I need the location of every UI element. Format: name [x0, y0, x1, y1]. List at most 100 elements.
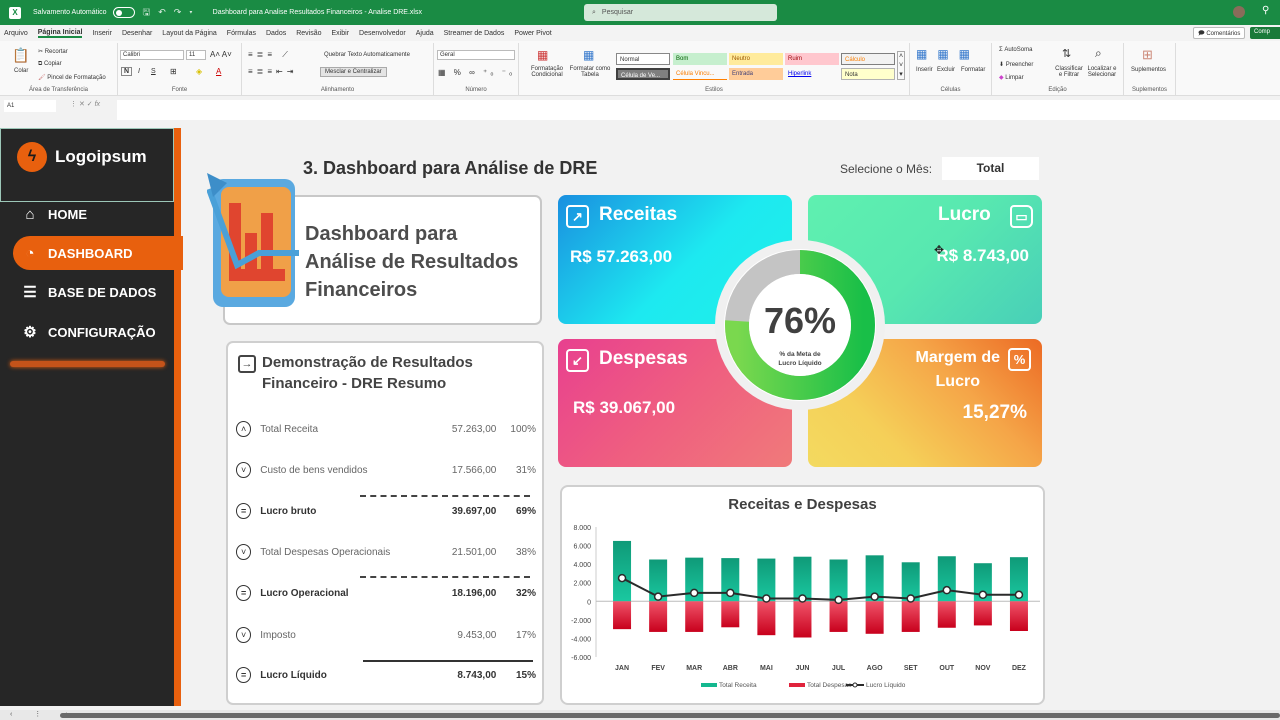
dre-row-value: 57.263,00 — [451, 423, 497, 435]
underline-button[interactable]: S — [151, 68, 156, 75]
wrap-text-button[interactable]: Quebrar Texto Automaticamente — [324, 52, 410, 58]
equals-circle-icon: = — [236, 503, 252, 519]
comments-button[interactable]: 🗩 Comentários — [1193, 27, 1246, 39]
ribbon: 📋 Colar ✂ Recortar ⧉ Copiar 🖌 Pincel de … — [0, 41, 1280, 96]
merge-center-button[interactable]: Mesclar e Centralizar — [320, 67, 387, 77]
sidebar-item-dashboard[interactable]: ◔ DASHBOARD — [20, 238, 132, 268]
month-selector[interactable]: Total — [942, 157, 1039, 180]
dre-row-label: Custo de bens vendidos — [260, 464, 368, 476]
sidebar-item-home[interactable]: ⌂ HOME — [20, 199, 87, 229]
tab-revisao[interactable]: Revisão — [296, 29, 322, 37]
styles-scroll-buttons[interactable]: ˄ ˅ ▾ — [897, 51, 905, 80]
svg-text:Lucro Líquido: Lucro Líquido — [866, 682, 906, 689]
svg-text:JUL: JUL — [832, 665, 846, 672]
tab-desenhar[interactable]: Desenhar — [121, 29, 153, 37]
style-celula-vinculada[interactable]: Célula Vincu... — [673, 68, 727, 80]
find-select-button[interactable]: Localizar e Selecionar — [1087, 66, 1117, 78]
style-nota[interactable]: Nota — [841, 68, 895, 80]
quick-access-icons[interactable]: 🖫↶↷▾ — [142, 6, 201, 17]
tab-arquivo[interactable]: Arquivo — [4, 29, 28, 37]
tab-dados[interactable]: Dados — [265, 29, 287, 37]
scrollbar-thumb[interactable] — [60, 713, 1280, 718]
share-button[interactable]: Comp — [1250, 27, 1280, 39]
tab-inserir[interactable]: Inserir — [92, 29, 112, 37]
number-format-select[interactable]: Geral — [437, 50, 515, 60]
fx-icon[interactable]: ⋮ ✕ ✓ fx — [70, 101, 101, 108]
font-name-select[interactable]: Calibri — [120, 50, 184, 60]
arrow-up-right-icon: ↗ — [566, 205, 589, 228]
number-format-icons[interactable]: ▦ % ∞ ⁺₀ ⁻₀ — [438, 68, 516, 77]
font-color-icon[interactable]: A — [216, 67, 222, 76]
style-celula-verificacao[interactable]: Célula de Ve... — [616, 68, 670, 80]
dre-row-value: 21.501,00 — [451, 546, 497, 558]
style-hiperlink[interactable]: Hiperlink — [788, 71, 812, 77]
format-painter-button[interactable]: 🖌 Pincel de Formatação — [38, 74, 106, 81]
dre-row-pct: 17% — [515, 629, 536, 641]
dre-title: Demonstração de Resultados Financeiro - … — [262, 352, 522, 394]
tab-desenvolvedor[interactable]: Desenvolvedor — [359, 29, 406, 37]
dre-row-despesas-operacionais: ˅ Total Despesas Operacionais 21.501,00 … — [236, 542, 536, 562]
clear-button[interactable]: ◆ Limpar — [999, 74, 1024, 81]
formula-input[interactable] — [117, 100, 1280, 120]
user-avatar[interactable] — [1233, 6, 1245, 18]
style-entrada[interactable]: Entrada — [729, 68, 783, 80]
addins-button[interactable]: Suplementos — [1131, 67, 1167, 73]
arrow-down-left-icon: ↙ — [566, 349, 589, 372]
autosave-toggle[interactable] — [112, 7, 135, 18]
hero-line-3: Financeiros — [305, 279, 418, 301]
kpi-despesas-title: Despesas — [599, 348, 688, 369]
vertical-align-icons[interactable]: ≡≣≡ ⟋ — [248, 50, 292, 59]
style-bom[interactable]: Bom — [673, 53, 727, 65]
tab-exibir[interactable]: Exibir — [331, 29, 350, 37]
copy-button[interactable]: ⧉ Copiar — [38, 61, 62, 68]
font-grow-shrink-buttons[interactable]: A˄ A˅ — [210, 50, 232, 59]
gauge-caption-line-2: Lucro Líquido — [778, 360, 822, 367]
dre-row-pct: 100% — [510, 423, 536, 435]
dre-summary-card — [226, 341, 544, 705]
svg-text:Total Despesas: Total Despesas — [807, 682, 852, 689]
styles-group-label: Estilos — [705, 87, 723, 93]
painter-label: Pincel de Formatação — [47, 75, 106, 81]
tab-power-pivot[interactable]: Power Pivot — [514, 29, 552, 37]
tab-ajuda[interactable]: Ajuda — [415, 29, 434, 37]
clipboard-group-label: Área de Transferência — [28, 87, 89, 93]
chevron-down-circle-icon: ˅ — [236, 462, 252, 478]
tab-layout[interactable]: Layout da Página — [162, 29, 217, 37]
fill-button[interactable]: ⬇ Preencher — [999, 61, 1033, 68]
tab-streamer[interactable]: Streamer de Dados — [443, 29, 505, 37]
style-calculo[interactable]: Cálculo — [841, 53, 895, 65]
search-input[interactable]: ⌕ Pesquisar — [584, 4, 777, 21]
tab-formulas[interactable]: Fórmulas — [226, 29, 256, 37]
sheet-nav-arrows[interactable]: ‹ ⋮ ◂ — [10, 711, 77, 718]
cut-button[interactable]: ✂ Recortar — [38, 48, 68, 55]
conditional-format-button[interactable]: Formatação Condicional — [530, 66, 563, 78]
autosave-label: Salvamento Automático — [33, 9, 107, 16]
sort-filter-button[interactable]: Classificar e Filtrar — [1055, 66, 1083, 78]
italic-button[interactable]: I — [138, 68, 140, 75]
paste-button[interactable]: Colar — [14, 68, 29, 74]
style-neutro[interactable]: Neutro — [729, 53, 783, 65]
autosum-button[interactable]: Σ AutoSoma — [999, 47, 1032, 53]
insert-cells-button[interactable]: Inserir — [916, 67, 933, 73]
bold-button[interactable]: N — [121, 67, 133, 76]
sidebar-item-base-de-dados[interactable]: ☰ BASE DE DADOS — [20, 277, 156, 307]
location-icon[interactable]: ⚲ — [1262, 5, 1270, 16]
font-size-select[interactable]: 11 — [186, 50, 206, 60]
format-as-table-button[interactable]: Formatar como Tabela — [569, 66, 611, 78]
paste-icon[interactable]: 📋 — [12, 47, 30, 63]
horizontal-align-icons[interactable]: ≡≣≡⇤⇥ — [248, 67, 298, 76]
dre-row-total-receita: ˄ Total Receita 57.263,00 100% — [236, 419, 536, 439]
format-cells-button[interactable]: Formatar — [961, 67, 986, 73]
file-title[interactable]: Dashboard para Analise Resultados Financ… — [212, 9, 422, 16]
sidebar-item-configuracao[interactable]: ⚙ CONFIGURAÇÃO — [20, 317, 155, 347]
delete-cells-button[interactable]: Excluir — [937, 67, 956, 73]
kpi-receitas-value: R$ 57.263,00 — [570, 247, 673, 266]
name-box[interactable]: A1 — [4, 100, 56, 112]
fill-color-icon[interactable]: ◈ — [196, 67, 203, 76]
tab-pagina-inicial[interactable]: Página Inicial — [37, 28, 83, 38]
receitas-despesas-chart[interactable]: 8.000 6.000 4.000 2.000 0 -2.000 -4.000 -6.000 J… — [560, 515, 1045, 700]
gear-icon: ⚙ — [23, 324, 37, 341]
style-normal[interactable]: Normal — [616, 53, 670, 65]
style-ruim[interactable]: Ruim — [785, 53, 839, 65]
border-icon[interactable]: ⊞ — [170, 67, 177, 76]
